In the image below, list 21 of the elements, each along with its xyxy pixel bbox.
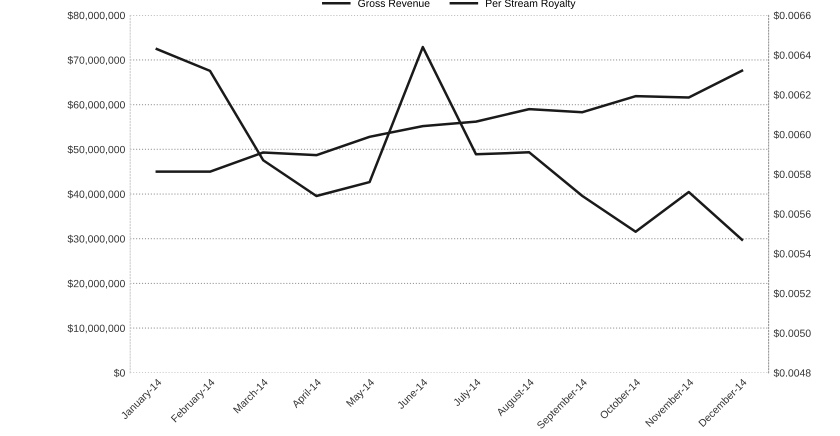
y2-tick-label: $0.0066 <box>774 11 811 20</box>
y2-tick-label: $0.0056 <box>774 210 811 218</box>
y-tick-label: $30,000,000 <box>68 234 125 244</box>
y-tick-label: $60,000,000 <box>68 100 125 110</box>
y2-tick-label: $0.0058 <box>774 170 811 179</box>
y2-tick-label: $0.0064 <box>774 51 811 60</box>
line-series <box>156 46 744 241</box>
y-tick-label: $10,000,000 <box>68 324 125 334</box>
y2-tick-label: $0.0052 <box>774 289 811 298</box>
y2-tick-label: $0.0050 <box>774 329 811 338</box>
y2-tick-label: $0.0048 <box>774 368 811 378</box>
y-tick-label: $20,000,000 <box>68 279 125 289</box>
y2-tick-label: $0.0054 <box>774 250 811 258</box>
y-tick-label: $80,000,000 <box>68 11 125 20</box>
y-tick-label: $70,000,000 <box>68 56 125 66</box>
y-tick-label: $50,000,000 <box>68 145 125 154</box>
legend-label: Gross Revenue <box>358 0 430 7</box>
y-tick-label: $40,000,000 <box>68 190 125 200</box>
y-tick-label: $0 <box>114 368 125 378</box>
y2-tick-label: $0.0060 <box>774 130 811 139</box>
y2-tick-label: $0.0062 <box>774 90 811 100</box>
